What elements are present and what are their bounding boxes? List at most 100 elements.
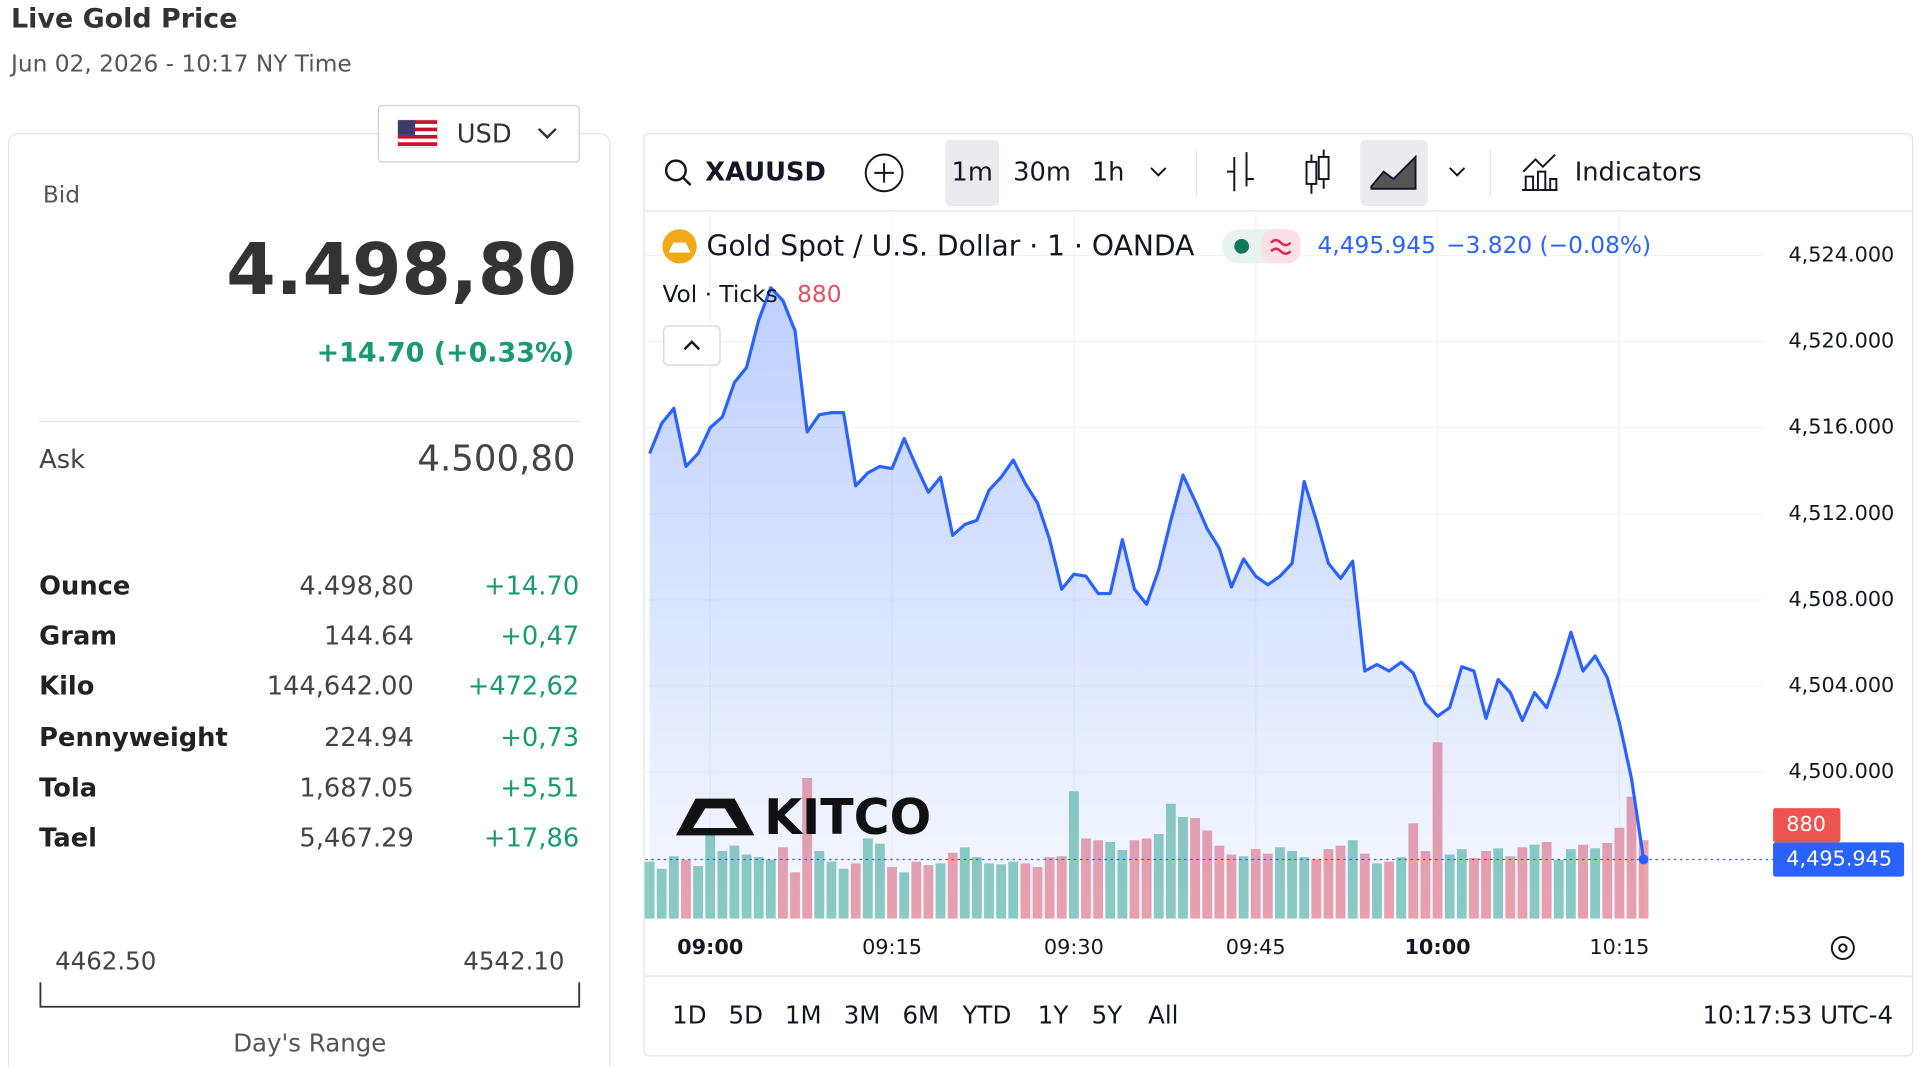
candle-icon: [1305, 160, 1318, 185]
unit-change: +0,73: [500, 723, 579, 753]
range-button[interactable]: YTD: [962, 1001, 1012, 1030]
volume-tag-label: 880: [1786, 812, 1826, 836]
plus-icon: [874, 163, 894, 183]
logo-text: KITCO: [764, 789, 931, 846]
flag-stripe: [397, 134, 438, 139]
chevron-icon: [683, 340, 701, 351]
range-button[interactable]: 1D: [672, 1001, 706, 1030]
x-tick-label: 09:30: [1044, 935, 1104, 959]
chevron-icon[interactable]: [1150, 167, 1167, 177]
range-button[interactable]: All: [1148, 1001, 1178, 1030]
range-buttons: 1D 5D 1M 3M 6M YTD 1Y 5Y All: [672, 1001, 1178, 1030]
unit-name: Gram: [39, 621, 117, 651]
bid-change: +14.70 (+0.33%): [317, 338, 575, 369]
chart-title: Gold Spot / U.S. Dollar · 1 · OANDA: [707, 230, 1196, 263]
bid-price: 4.498,80: [226, 228, 576, 311]
plot-area: 4,500.000 4,504.000 4,508.000 4,512.000 4,51…: [644, 214, 1905, 959]
flag-canton: [397, 120, 416, 135]
quote-panel: [7, 133, 611, 1067]
bid-label: Bid: [43, 182, 80, 209]
logo-icon: [675, 798, 755, 836]
symbol: XAUUSD: [705, 157, 826, 187]
unit-price: 5,467.29: [299, 824, 413, 854]
price-tag-label: 4,495.945: [1786, 846, 1892, 870]
interval-button[interactable]: 1m: [952, 157, 993, 187]
ask-label: Ask: [39, 445, 85, 475]
delay-icon: [1270, 239, 1292, 255]
chevron-icon[interactable]: [1449, 167, 1466, 177]
bars-icon[interactable]: [1226, 152, 1254, 192]
unit-price: 4.498,80: [299, 571, 413, 601]
search-icon: [682, 176, 692, 186]
range-button[interactable]: 3M: [844, 1001, 881, 1030]
clock: 10:17:53 UTC-4: [1702, 1001, 1893, 1030]
unit-change: +5,51: [500, 773, 579, 803]
range-button[interactable]: 5Y: [1092, 1001, 1123, 1030]
range-button[interactable]: 1M: [785, 1001, 822, 1030]
price-tag: [1773, 842, 1905, 877]
interval-button[interactable]: 1h: [1092, 157, 1125, 187]
indicators-icon: [1522, 153, 1558, 192]
plus-icon: [864, 153, 904, 193]
collapse-button[interactable]: [663, 325, 721, 366]
price-line: [648, 286, 1646, 860]
status-pill: [1261, 229, 1301, 264]
x-tick-label: 09:45: [1226, 935, 1286, 959]
interval-group: 1m 30m 1h: [952, 157, 1125, 187]
market-open-dot: [1234, 239, 1249, 254]
unit-change: +17,86: [484, 824, 579, 854]
unit-name: Pennyweight: [39, 723, 228, 753]
unit-price: 144.64: [324, 621, 414, 651]
unit-change: +14.70: [484, 571, 579, 601]
compare-button[interactable]: [864, 153, 904, 193]
ask-price: 4.500,80: [417, 439, 575, 480]
area-icon: [1370, 154, 1417, 190]
range-bar: [39, 982, 581, 1008]
unit-change: +0,47: [500, 621, 579, 651]
timestamp: Jun 02, 2026 - 10:17 NY Time: [9, 51, 352, 78]
currency-select[interactable]: USD: [377, 104, 580, 163]
area-fill: [649, 287, 1644, 919]
y-tick-label: 4,512.000: [1788, 501, 1894, 525]
symbol-search[interactable]: XAUUSD: [664, 157, 826, 187]
indicators-button[interactable]: Indicators: [1522, 153, 1702, 192]
page-title: Live Gold Price: [11, 3, 237, 34]
x-tick-label: 09:00: [677, 935, 743, 959]
y-tick-label: 4,524.000: [1788, 242, 1894, 266]
settings-icon[interactable]: [1830, 935, 1855, 960]
indicators-label: Indicators: [1575, 157, 1702, 187]
range-button[interactable]: 5D: [729, 1001, 763, 1030]
x-tick-label: 10:00: [1404, 935, 1470, 959]
interval-button[interactable]: 30m: [1013, 157, 1071, 187]
flag-stripe: [397, 120, 438, 124]
y-tick-label: 4,504.000: [1788, 673, 1894, 697]
range-button[interactable]: 1Y: [1038, 1001, 1069, 1030]
settings-icon: [1838, 943, 1848, 953]
y-tick-label: 4,508.000: [1788, 587, 1894, 611]
unit-name: Tael: [39, 824, 97, 854]
unit-price: 144,642.00: [267, 672, 414, 702]
unit-price: 1,687.05: [299, 773, 413, 803]
unit-table: Ounce 4.498,80 +14.70 Gram 144.64 +0,47 Kilo 14…: [39, 571, 579, 853]
currency-label: USD: [457, 119, 512, 149]
unit-change: +472,62: [468, 672, 579, 702]
volume-title: Vol · Ticks: [662, 281, 777, 308]
unit-price: 224.94: [324, 723, 414, 753]
unit-name: Ounce: [39, 571, 130, 601]
kitco-logo: KITCO: [675, 789, 931, 846]
volume-value: 880: [797, 281, 841, 308]
candle-icon: [1317, 155, 1330, 180]
volume-tag: [1773, 808, 1841, 843]
y-tick-label: 4,500.000: [1788, 759, 1894, 783]
active-interval: [945, 139, 1000, 206]
flag-stripe: [397, 127, 438, 132]
x-tick-label: 09:15: [862, 935, 922, 959]
y-tick-label: 4,516.000: [1788, 415, 1894, 439]
range-high: 4542.10: [463, 947, 564, 976]
active-style[interactable]: [1360, 139, 1428, 206]
range-label: Day's Range: [233, 1029, 386, 1058]
range-button[interactable]: 6M: [902, 1001, 939, 1030]
y-tick-label: 4,520.000: [1788, 329, 1894, 353]
